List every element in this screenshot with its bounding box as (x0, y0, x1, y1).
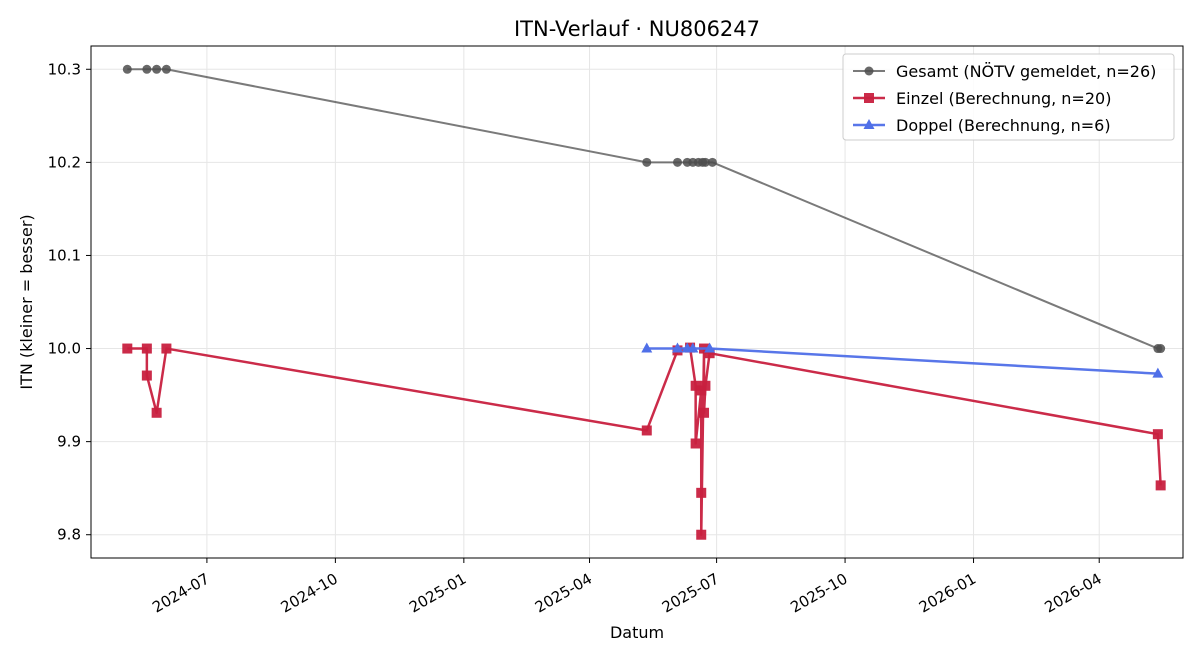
plot-frame (90, 45, 1184, 559)
data-point (704, 342, 716, 353)
data-point (142, 64, 152, 74)
legend-label: Einzel (Berechnung, n=20) (896, 89, 1111, 108)
data-point (151, 407, 162, 418)
y-tick-label: 10.0 (48, 340, 81, 358)
data-point (152, 64, 162, 74)
legend-marker (864, 93, 874, 103)
data-point (690, 380, 701, 391)
legend-label: Doppel (Berechnung, n=6) (896, 116, 1111, 135)
data-point (696, 487, 707, 498)
data-point (707, 157, 717, 167)
x-axis-label: Datum (610, 623, 664, 642)
data-point (122, 343, 133, 354)
y-tick-label: 10.2 (48, 153, 81, 171)
data-point (161, 343, 172, 354)
data-point (641, 425, 652, 436)
data-point (700, 380, 711, 391)
legend-box (842, 53, 1175, 141)
legend-label: Gesamt (NÖTV gemeldet, n=26) (896, 62, 1156, 81)
data-point (1155, 480, 1166, 491)
data-point (687, 342, 699, 353)
y-tick-label: 10.3 (48, 60, 81, 78)
data-point (141, 370, 152, 381)
legend-item: Doppel (Berechnung, n=6) (853, 116, 1111, 135)
data-point (671, 342, 683, 353)
data-point (700, 157, 710, 167)
legend-marker (864, 66, 874, 76)
series-layer (122, 64, 1166, 540)
data-point (1152, 429, 1163, 440)
y-tick-label: 9.8 (57, 526, 81, 544)
y-tick-label: 10.1 (48, 246, 81, 264)
legend-marker (863, 119, 875, 129)
data-point (690, 438, 701, 449)
legend-item: Gesamt (NÖTV gemeldet, n=26) (853, 62, 1156, 81)
data-point (122, 64, 132, 74)
data-point (704, 348, 715, 359)
y-tick-label: 9.9 (57, 433, 81, 451)
data-point (699, 407, 710, 418)
data-point (161, 64, 171, 74)
data-point (672, 157, 682, 167)
legend: Gesamt (NÖTV gemeldet, n=26) Einzel (Bere… (842, 53, 1175, 141)
y-axis-label: ITN (kleiner = besser) (17, 214, 36, 389)
series-0 (122, 64, 1166, 354)
chart-title: ITN-Verlauf · NU806247 (514, 17, 760, 41)
data-point (641, 342, 653, 353)
data-point (1152, 367, 1164, 378)
data-point (642, 157, 652, 167)
data-point (141, 343, 152, 354)
data-point (696, 529, 707, 540)
data-point (1156, 344, 1166, 354)
legend-item: Einzel (Berechnung, n=20) (853, 89, 1111, 108)
series-2 (641, 342, 1164, 378)
